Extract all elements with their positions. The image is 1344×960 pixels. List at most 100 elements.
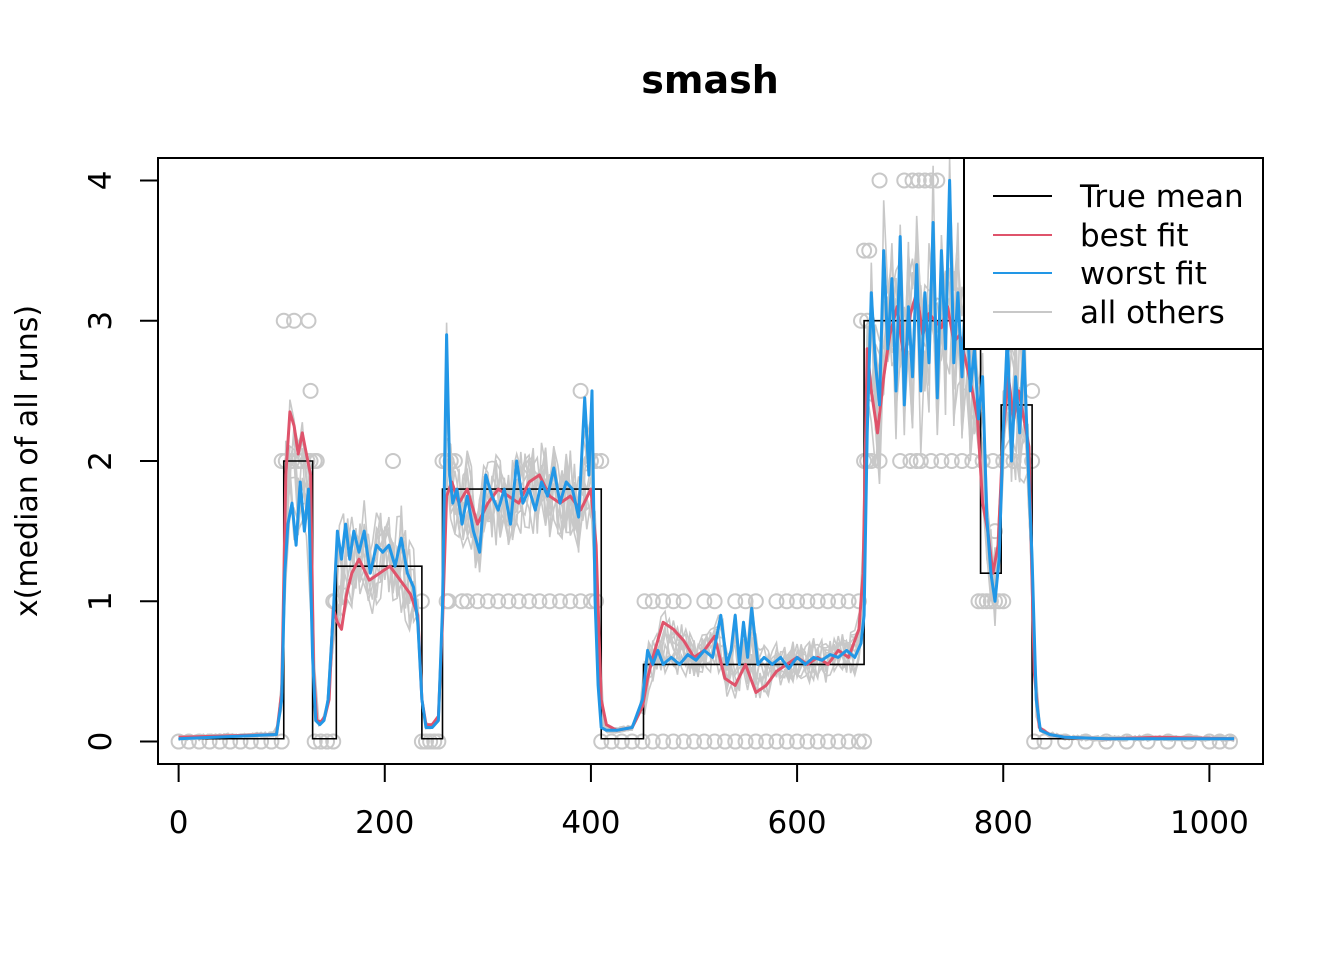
median-point bbox=[799, 593, 816, 610]
median-point bbox=[541, 593, 558, 610]
median-point bbox=[727, 733, 744, 750]
median-point bbox=[902, 453, 919, 469]
median-point bbox=[211, 733, 228, 750]
median-point bbox=[655, 593, 672, 610]
median-point bbox=[500, 593, 517, 610]
legend-label-true-mean: True mean bbox=[1079, 179, 1244, 215]
median-point bbox=[904, 172, 921, 189]
x-axis: 0 200 400 600 800 1000 bbox=[169, 763, 1249, 841]
y-axis: 0 1 2 3 4 bbox=[83, 171, 159, 752]
median-point bbox=[991, 593, 1008, 610]
median-point bbox=[531, 593, 548, 610]
median-point bbox=[665, 593, 682, 610]
median-point bbox=[675, 733, 692, 750]
true-mean-layer bbox=[178, 319, 1235, 740]
median-point bbox=[302, 382, 319, 399]
median-point bbox=[974, 593, 991, 610]
median-point bbox=[871, 453, 888, 469]
y-tick-label: 3 bbox=[83, 311, 119, 331]
median-point bbox=[1036, 733, 1053, 750]
median-point bbox=[572, 382, 589, 399]
median-point bbox=[675, 593, 692, 610]
median-point bbox=[923, 172, 940, 189]
median-point bbox=[552, 593, 569, 610]
median-point bbox=[479, 593, 496, 610]
x-tick-label: 400 bbox=[561, 805, 620, 841]
x-tick-label: 0 bbox=[169, 805, 189, 841]
median-point bbox=[933, 453, 950, 469]
y-tick-label: 0 bbox=[83, 732, 119, 752]
median-point bbox=[861, 242, 878, 259]
median-point bbox=[636, 593, 653, 610]
median-point bbox=[655, 733, 672, 750]
median-point bbox=[446, 453, 463, 469]
legend-label-worst-fit: worst fit bbox=[1080, 256, 1207, 292]
median-point bbox=[970, 593, 987, 610]
median-point bbox=[727, 593, 744, 610]
median-point bbox=[300, 312, 317, 329]
median-point bbox=[789, 733, 806, 750]
median-point bbox=[325, 733, 342, 750]
median-point bbox=[768, 593, 785, 610]
x-tick-label: 200 bbox=[355, 805, 414, 841]
legend: True mean best fit worst fit all others bbox=[963, 157, 1264, 350]
median-point bbox=[273, 733, 290, 750]
median-point bbox=[426, 733, 443, 750]
median-point bbox=[572, 593, 589, 610]
median-point bbox=[644, 733, 661, 750]
median-point bbox=[562, 593, 579, 610]
median-point bbox=[716, 733, 733, 750]
median-point bbox=[850, 733, 867, 750]
median-point bbox=[982, 593, 999, 610]
median-point bbox=[706, 593, 723, 610]
median-point bbox=[747, 593, 764, 610]
median-point bbox=[856, 733, 873, 750]
median-point bbox=[892, 453, 909, 469]
median-point bbox=[1180, 733, 1197, 750]
median-point bbox=[469, 593, 486, 610]
median-point bbox=[603, 733, 620, 750]
median-point bbox=[201, 733, 218, 750]
median-point bbox=[923, 453, 940, 469]
median-point bbox=[644, 593, 661, 610]
median-point bbox=[1005, 453, 1022, 469]
median-point bbox=[943, 453, 960, 469]
y-tick-label: 1 bbox=[83, 591, 119, 611]
median-point bbox=[830, 733, 847, 750]
legend-box bbox=[963, 157, 1264, 350]
worst-fit-line bbox=[178, 178, 1235, 741]
median-point bbox=[696, 593, 713, 610]
median-point bbox=[510, 593, 527, 610]
median-point bbox=[856, 242, 873, 259]
median-point bbox=[686, 733, 703, 750]
x-tick-label: 1000 bbox=[1170, 805, 1249, 841]
median-point bbox=[1026, 733, 1043, 750]
median-point bbox=[422, 733, 439, 750]
median-point bbox=[840, 733, 857, 750]
median-point bbox=[696, 733, 713, 750]
median-point bbox=[850, 593, 867, 610]
median-point bbox=[1057, 733, 1074, 750]
median-point bbox=[170, 733, 187, 750]
median-point bbox=[180, 733, 197, 750]
median-point bbox=[1201, 733, 1218, 750]
chart-title: smash bbox=[641, 58, 779, 102]
median-point bbox=[799, 733, 816, 750]
median-point bbox=[929, 172, 946, 189]
median-point bbox=[830, 593, 847, 610]
median-point bbox=[706, 733, 723, 750]
median-point bbox=[871, 172, 888, 189]
median-point bbox=[319, 733, 336, 750]
median-point bbox=[789, 593, 806, 610]
median-point bbox=[954, 453, 971, 469]
true-mean-line bbox=[178, 319, 1235, 740]
median-point bbox=[778, 733, 795, 750]
median-point bbox=[758, 733, 775, 750]
median-point bbox=[521, 593, 538, 610]
plot-area bbox=[170, 158, 1239, 750]
median-point bbox=[459, 593, 476, 610]
median-point bbox=[1118, 733, 1135, 750]
median-point bbox=[768, 733, 785, 750]
